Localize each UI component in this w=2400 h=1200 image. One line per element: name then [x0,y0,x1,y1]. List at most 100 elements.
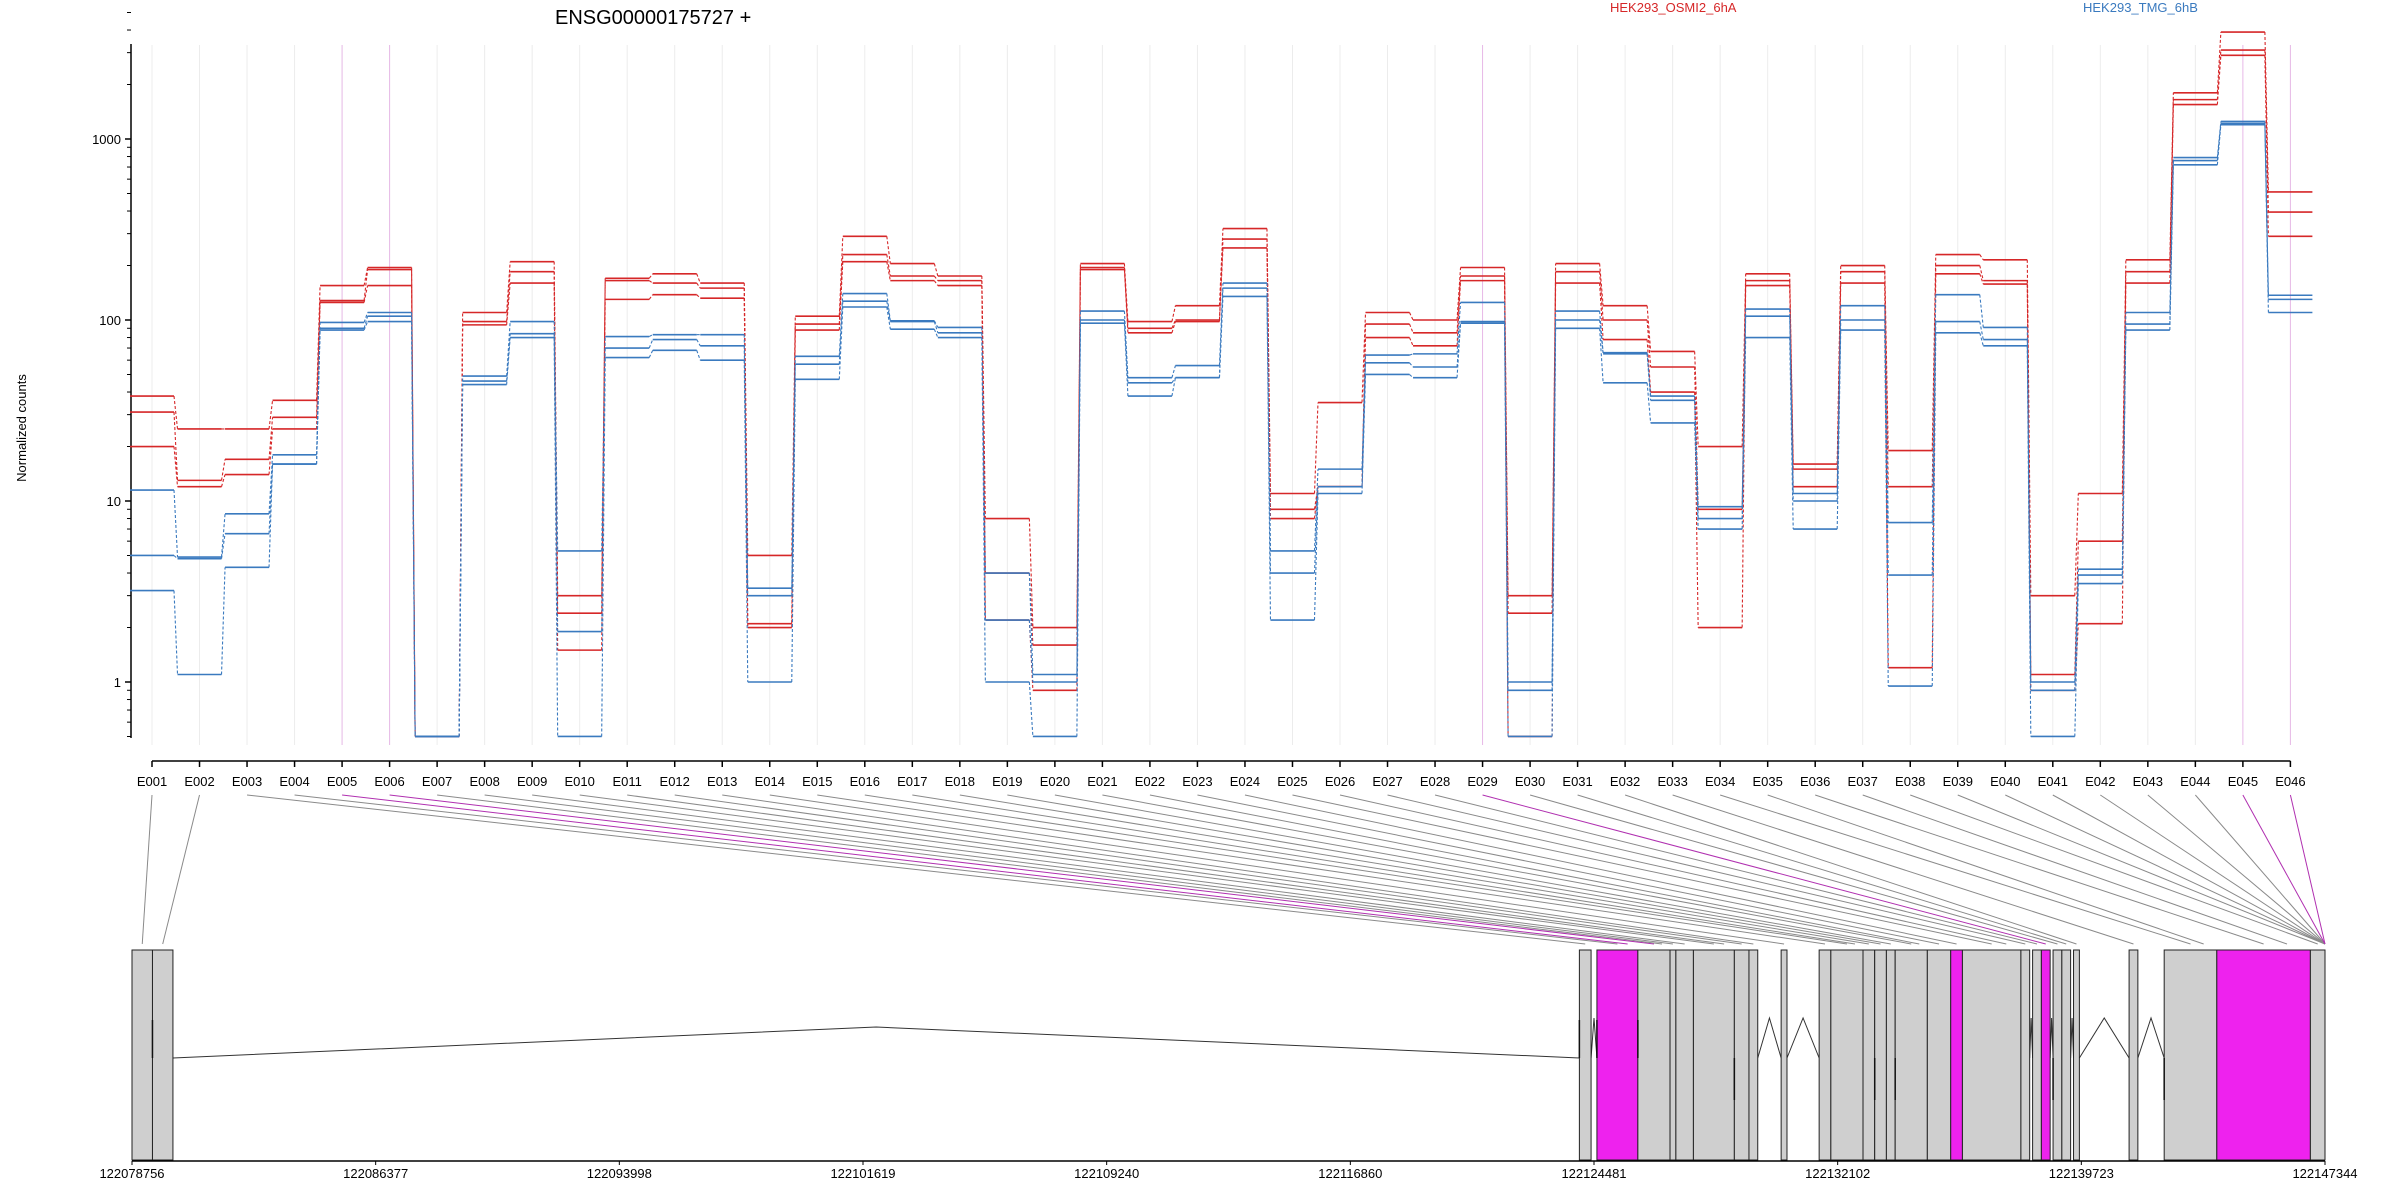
bin-connector [1482,794,2046,945]
exon [1578,949,1592,1161]
bin-connector [817,794,1826,945]
x-tick-label: E006 [374,774,404,789]
exon [1830,949,1864,1161]
x-tick-label: E021 [1087,774,1117,789]
bin-connector [2194,794,2326,945]
bin-connector [2289,794,2326,945]
bin-connector [627,794,1725,945]
series-connector [1646,305,1652,352]
exon [2073,949,2080,1161]
series-connector [601,336,606,551]
exon [2020,949,2031,1161]
x-tick-label: E005 [327,774,357,789]
exon [2061,949,2072,1161]
exon [1950,949,1963,1161]
x-tick-label: E029 [1467,774,1497,789]
bin-connector [1720,794,2191,945]
bin-connector [959,794,1869,945]
bin-connector [2100,794,2326,945]
series-connector [1266,288,1272,574]
series-connector [1456,280,1462,346]
series-connector [268,464,274,568]
series-connector [1456,321,1462,368]
x-tick-label: E038 [1895,774,1925,789]
series-connector [506,271,511,322]
genomic-tick-label: 122078756 [99,1166,164,1181]
exon [1733,949,1750,1161]
series-connector [933,263,939,277]
x-tick-label: E030 [1515,774,1545,789]
intron [1590,1017,1598,1059]
series-connector [1409,353,1414,356]
x-tick-label: E040 [1990,774,2020,789]
x-tick-label: E019 [992,774,1022,789]
series-connector [1979,321,1984,340]
bin-connector [1910,794,2318,945]
intron [1757,1016,1782,1059]
y-axis: 1 10 100 1000 [92,11,132,738]
exon [1692,949,1735,1161]
series-connector [506,337,511,385]
x-tick-label: E009 [517,774,547,789]
series-connector [1266,296,1272,621]
bin-connector [141,794,153,945]
exon [2052,949,2063,1161]
exon-bin-axis: E001 E002 E003 E004 E005 E006 E007 E008 E009 E010… [137,760,2306,789]
x-tick-label: E034 [1705,774,1735,789]
genomic-tick-label: 122116860 [1318,1166,1382,1181]
series-connector [791,379,796,683]
series-connector [2169,164,2174,331]
x-tick-label: E035 [1752,774,1782,789]
series-connector [1884,330,1889,687]
exon [2040,949,2051,1161]
series-connector [1218,296,1224,378]
genomic-tick-label: 122086377 [343,1166,408,1181]
series-connector [696,294,701,299]
series-connector [1551,271,1557,614]
x-tick-label: E007 [422,774,452,789]
series-connector [1789,337,1794,530]
series-connector [553,321,559,551]
bin-connector [2052,794,2326,945]
bin-connector [437,794,1663,945]
series-connector [1979,265,1984,281]
series-connector [1599,263,1604,306]
series-connector [1646,339,1652,393]
x-tick-label: E013 [707,774,737,789]
series-connector [1931,254,1937,451]
series-connector [791,364,796,596]
series-connector [506,283,511,325]
series-connector [363,316,369,329]
genomic-tick-label: 122147344 [2292,1166,2357,1181]
exon [1961,949,2022,1161]
series-connector [220,513,226,558]
series-connector [2074,569,2079,683]
series-connector [220,459,226,481]
bin-connector [1007,794,1881,945]
series-line [130,123,2313,738]
bin-connector [579,794,1714,945]
genomic-tick-label: 122139723 [2049,1166,2114,1181]
bin-connector [769,794,1785,945]
exon [1669,949,1677,1161]
exon [2163,949,2218,1161]
bin-connector [1339,794,2007,945]
series-connector [1123,323,1129,397]
series-connector [411,316,416,737]
bin-connector [1862,794,2288,945]
series-connector [173,446,179,487]
series-connector [1218,228,1224,306]
x-tick-label: E014 [755,774,785,789]
series-connector [696,273,701,284]
series-connector [2264,32,2269,192]
series-connector [2026,345,2032,737]
y-axis-label: Normalized counts [14,374,29,482]
series-connector [458,384,464,737]
series-connector [1456,323,1462,378]
exon [1748,949,1759,1161]
y-tick-label: 100 [99,313,121,328]
series-connector [363,321,369,331]
bin-connector [2005,794,2326,945]
genomic-tick-label: 122132102 [1805,1166,1870,1181]
series-connector [886,301,891,322]
